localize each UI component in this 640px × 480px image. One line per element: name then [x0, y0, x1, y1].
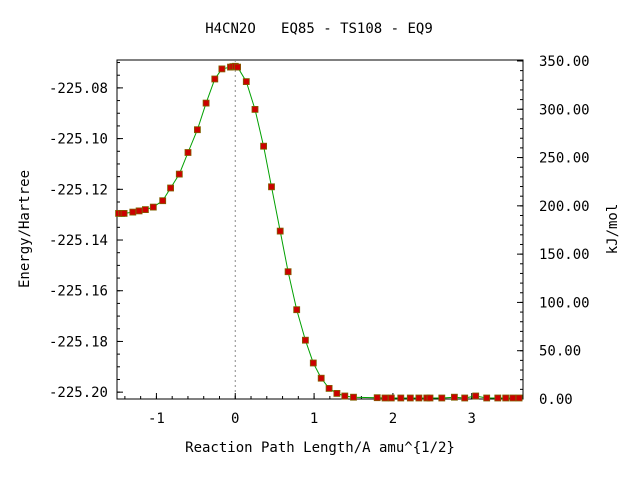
plot-frame — [116, 59, 524, 400]
data-point — [317, 374, 325, 382]
data-point — [373, 394, 381, 402]
x-tick-label: 3 — [468, 411, 476, 427]
data-point — [218, 65, 226, 73]
data-point — [309, 359, 317, 367]
right-axis-ticks: 0.00 50.00 100.00 150.00 200.00 250.00 300.00 3… — [517, 54, 590, 408]
data-point — [149, 203, 157, 211]
data-point — [135, 207, 143, 215]
data-point — [515, 394, 523, 402]
data-point — [301, 336, 309, 344]
data-points — [115, 62, 523, 402]
y2-tick-label: 150.00 — [539, 247, 590, 263]
x-tick-label: 0 — [231, 411, 239, 427]
y-tick-label: -225.16 — [49, 284, 108, 300]
y-tick-label: -225.10 — [49, 132, 108, 148]
y-tick-label: -225.08 — [49, 81, 108, 97]
data-point — [333, 389, 341, 397]
data-point — [251, 106, 259, 113]
data-point — [502, 394, 510, 402]
data-point — [293, 306, 301, 314]
data-point — [472, 392, 480, 400]
x-axis-label: Reaction Path Length/A amu^{1/2} — [185, 440, 455, 456]
data-point — [325, 384, 333, 392]
data-point — [415, 394, 423, 402]
data-point — [184, 149, 192, 156]
data-point — [284, 268, 292, 276]
data-point — [397, 394, 405, 402]
data-point — [381, 394, 389, 402]
data-point — [387, 394, 395, 402]
data-point — [426, 394, 434, 402]
y-tick-label: -225.14 — [49, 233, 108, 249]
data-point — [438, 394, 446, 402]
data-point — [450, 393, 458, 401]
data-point — [202, 99, 210, 107]
y-tick-label: -225.12 — [49, 182, 108, 198]
data-point — [494, 394, 502, 402]
data-point — [461, 394, 469, 402]
y2-axis-label: kJ/mol — [605, 204, 621, 255]
data-point — [509, 394, 517, 402]
y-axis-label: Energy/Hartree — [17, 170, 33, 288]
left-axis-ticks: -225.08 -225.10 -225.12 -225.14 -225.16 -225.… — [49, 62, 123, 401]
data-point — [260, 142, 268, 150]
data-point — [167, 184, 175, 192]
data-point — [234, 63, 242, 71]
chart-title: H4CN2O EQ85 - TS108 - EQ9 — [205, 21, 433, 37]
data-point — [193, 126, 201, 134]
data-point — [406, 394, 414, 402]
data-point — [141, 206, 149, 214]
energy-curve — [118, 65, 520, 399]
data-point — [483, 394, 491, 402]
data-point — [341, 392, 349, 400]
y2-tick-label: 100.00 — [539, 295, 590, 311]
data-point — [350, 393, 357, 401]
y2-tick-label: 50.00 — [539, 344, 581, 360]
data-point — [120, 209, 128, 217]
x-tick-label: 2 — [389, 411, 397, 427]
y2-tick-label: 0.00 — [539, 392, 573, 408]
data-point — [175, 170, 183, 178]
data-point — [268, 183, 275, 191]
x-tick-label: 1 — [310, 411, 318, 427]
data-point — [211, 75, 219, 83]
y2-tick-label: 350.00 — [539, 54, 590, 70]
x-tick-label: -1 — [148, 411, 165, 427]
y2-tick-label: 300.00 — [539, 102, 590, 118]
data-point — [276, 227, 284, 235]
data-point — [159, 197, 167, 205]
y2-tick-label: 250.00 — [539, 151, 590, 167]
y-tick-label: -225.18 — [49, 334, 108, 350]
y2-tick-label: 200.00 — [539, 199, 590, 215]
data-point — [129, 208, 137, 216]
data-point — [242, 78, 250, 85]
y-tick-label: -225.20 — [49, 385, 108, 401]
